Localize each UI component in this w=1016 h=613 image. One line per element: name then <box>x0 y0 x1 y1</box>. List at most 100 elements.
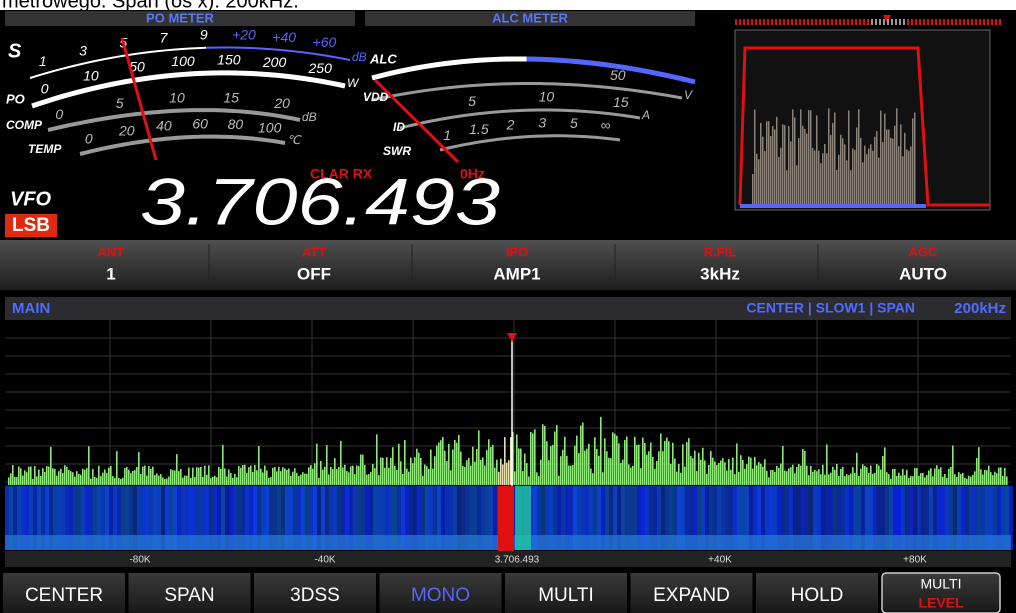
button-label[interactable]: HOLD <box>791 585 844 606</box>
spectrum-bar <box>770 470 772 485</box>
spectrum-bar <box>516 434 518 485</box>
spectrum-bar <box>184 476 186 485</box>
ruler-tick <box>779 19 781 25</box>
spectrum-bar <box>186 476 188 485</box>
mini-spectrum <box>784 125 786 204</box>
spectrum-bar <box>926 475 928 485</box>
ruler-tick <box>859 19 861 25</box>
spectrum-bar <box>352 466 354 485</box>
spectrum-bar <box>152 467 154 485</box>
mini-spectrum <box>812 148 814 204</box>
button-label[interactable]: MONO <box>411 585 470 606</box>
spectrum-bar <box>546 441 548 485</box>
button-label[interactable]: EXPAND <box>653 585 730 606</box>
scope-title: MAIN <box>12 300 50 317</box>
ruler-tick <box>895 19 897 25</box>
spectrum-bar <box>296 473 298 485</box>
spectrum-bar <box>696 471 698 485</box>
spectrum-bar <box>912 476 914 485</box>
mini-spectrum <box>902 156 904 204</box>
spectrum-bar <box>20 468 22 485</box>
spectrum-bar <box>56 476 58 485</box>
ruler-tick <box>783 19 785 25</box>
ruler-tick <box>839 19 841 25</box>
mini-spectrum <box>776 117 778 204</box>
mini-spectrum <box>836 170 838 204</box>
scale-label: 2 <box>506 117 515 133</box>
spectrum-bar <box>470 466 472 485</box>
mini-spectrum <box>802 126 804 204</box>
scale-label: 9 <box>200 27 208 43</box>
spectrum-bar <box>232 478 234 485</box>
button-label[interactable]: 3DSS <box>290 585 340 606</box>
spectrum-bar <box>272 468 274 485</box>
spectrum-bar <box>930 468 932 485</box>
spectrum-bar <box>86 468 88 485</box>
mini-spectrum <box>794 117 796 204</box>
mini-spectrum <box>892 139 894 204</box>
mini-spectrum <box>846 160 848 204</box>
spectrum-bar <box>198 468 200 485</box>
scale-label: 150 <box>217 52 241 68</box>
spectrum-bar <box>686 442 688 485</box>
spectrum-bar <box>690 456 692 485</box>
spectrum-bar <box>684 467 686 485</box>
spectrum-bar <box>222 445 224 485</box>
button-label[interactable]: MULTI <box>538 585 594 606</box>
spectrum-bar <box>298 476 300 485</box>
spectrum-bar <box>370 472 372 485</box>
spectrum-bar <box>188 468 190 485</box>
spectrum-bar <box>796 467 798 485</box>
spectrum-bar <box>658 451 660 485</box>
spectrum-bar <box>358 466 360 485</box>
spectrum-bar <box>514 471 516 485</box>
spectrum-bar <box>682 444 684 485</box>
spectrum-bar <box>786 471 788 485</box>
spectrum-bar <box>122 478 124 485</box>
mini-spectrum <box>828 108 830 204</box>
spectrum-bar <box>324 467 326 485</box>
spectrum-bar <box>798 464 800 485</box>
spectrum-bar <box>972 475 974 485</box>
multi-level-bottom[interactable]: LEVEL <box>918 595 964 611</box>
mini-spectrum <box>912 118 914 204</box>
spectrum-bar <box>502 465 504 485</box>
spectrum-bar <box>92 469 94 485</box>
spectrum-bar <box>924 477 926 485</box>
spectrum-bar <box>902 469 904 485</box>
spectrum-bar <box>938 469 940 485</box>
ruler-tick <box>791 19 793 25</box>
spectrum-bar <box>756 465 758 485</box>
ruler-tick <box>747 19 749 25</box>
spectrum-bar <box>650 443 652 485</box>
spectrum-bar <box>58 471 60 485</box>
spectrum-bar <box>764 459 766 485</box>
spectrum-bar <box>348 472 350 485</box>
spectrum-bar <box>116 451 118 485</box>
spectrum-bar <box>744 469 746 485</box>
scale-unit: dB <box>302 110 317 124</box>
mini-spectrum <box>822 153 824 204</box>
mini-spectrum <box>838 155 840 204</box>
spectrum-bar <box>704 460 706 485</box>
spectrum-bar <box>310 465 312 485</box>
spectrum-bar <box>42 468 44 485</box>
spectrum-bar <box>618 443 620 485</box>
spectrum-bar <box>288 469 290 485</box>
spectrum-bar <box>10 473 12 485</box>
spectrum-bar <box>130 473 132 485</box>
mini-spectrum <box>914 113 916 204</box>
spectrum-bar <box>456 443 458 485</box>
spectrum-bar <box>766 471 768 485</box>
spectrum-bar <box>528 476 530 485</box>
spectrum-bar <box>344 465 346 485</box>
spectrum-bar <box>736 443 738 485</box>
multi-level-top[interactable]: MULTI <box>921 576 962 592</box>
spectrum-bar <box>574 446 576 485</box>
button-label[interactable]: SPAN <box>164 585 214 606</box>
button-label[interactable]: CENTER <box>25 585 103 606</box>
scale-name: ID <box>393 120 405 134</box>
ruler-tick <box>847 19 849 25</box>
ruler-tick <box>987 19 989 25</box>
spectrum-bar <box>250 466 252 485</box>
